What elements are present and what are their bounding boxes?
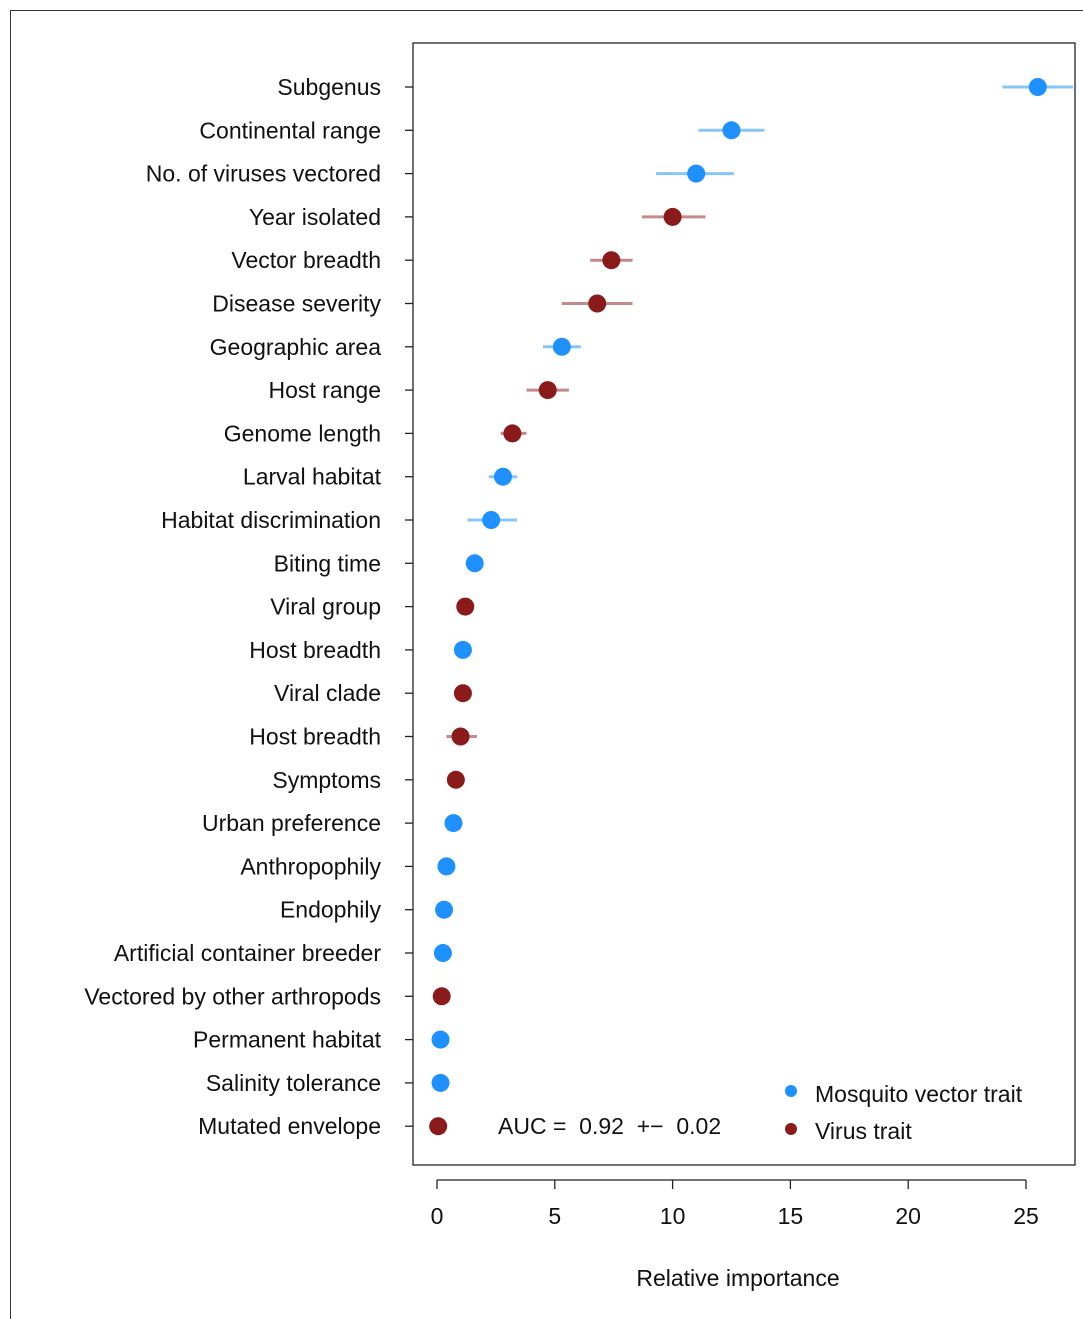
data-point [493, 467, 512, 486]
y-tick-label: Permanent habitat [193, 1027, 382, 1053]
data-point [482, 511, 501, 529]
y-tick-label: Biting time [274, 550, 381, 576]
y-tick-label: Year isolated [249, 204, 381, 230]
data-point [432, 987, 451, 1006]
y-tick-label: Vector breadth [231, 247, 381, 273]
data-point [453, 684, 472, 703]
y-tick-label: Subgenus [277, 74, 381, 100]
x-tick-label: 10 [660, 1203, 686, 1229]
data-point [456, 597, 475, 616]
x-tick-label: 15 [778, 1203, 804, 1229]
y-tick-label: Host breadth [249, 637, 381, 663]
data-point [503, 424, 522, 443]
data-point [538, 381, 557, 400]
data-point [444, 814, 463, 833]
y-tick-label: Symptoms [272, 767, 381, 793]
y-tick-label: Vectored by other arthropods [84, 983, 381, 1009]
y-tick-label: No. of viruses vectored [146, 161, 381, 187]
y-tick-label: Habitat discrimination [161, 507, 381, 533]
legend: Mosquito vector trait Virus trait [785, 1081, 1023, 1144]
data-point [431, 1073, 450, 1092]
legend-marker-mosquito [785, 1085, 797, 1097]
data-point [451, 727, 470, 746]
y-tick-label: Artificial container breeder [114, 940, 382, 966]
data-point [446, 770, 465, 789]
y-tick-label: Disease severity [212, 291, 381, 317]
y-tick-label: Viral clade [274, 680, 381, 706]
x-tick-label: 25 [1013, 1203, 1039, 1229]
y-tick-label: Endophily [280, 897, 382, 923]
y-tick-label: Larval habitat [243, 464, 382, 490]
y-tick-label: Urban preference [202, 810, 381, 836]
legend-label-mosquito: Mosquito vector trait [815, 1081, 1023, 1107]
data-point [465, 554, 484, 573]
data-point [429, 1117, 448, 1136]
data-point [435, 900, 454, 919]
y-tick-label: Genome length [224, 420, 381, 446]
data-point [687, 164, 706, 183]
y-tick-label: Continental range [199, 117, 381, 143]
legend-marker-virus [785, 1123, 797, 1135]
y-tick-label: Salinity tolerance [206, 1070, 381, 1096]
data-point [552, 337, 571, 356]
figure-frame [10, 10, 1083, 1319]
y-tick-label: Mutated envelope [198, 1113, 381, 1139]
data-point [453, 640, 472, 659]
auc-annotation: AUC = 0.92 +− 0.02 [498, 1113, 721, 1139]
data-point [602, 251, 621, 270]
x-tick-label: 5 [548, 1203, 561, 1229]
data-point [722, 121, 741, 140]
y-tick-label: Anthropophily [240, 853, 381, 879]
x-tick-label: 0 [431, 1203, 444, 1229]
y-tick-label: Viral group [270, 594, 381, 620]
data-point [433, 944, 452, 962]
y-tick-label: Geographic area [210, 334, 382, 360]
data-point [1028, 78, 1047, 96]
data-point [431, 1030, 450, 1049]
y-tick-label: Host breadth [249, 724, 381, 750]
legend-label-virus: Virus trait [815, 1118, 912, 1144]
data-point [663, 207, 682, 226]
x-tick-label: 20 [895, 1203, 921, 1229]
data-point [588, 294, 607, 313]
data-point [437, 857, 456, 876]
x-axis-title: Relative importance [636, 1265, 839, 1291]
y-tick-label: Host range [268, 377, 381, 403]
plot-area [412, 42, 1076, 1166]
